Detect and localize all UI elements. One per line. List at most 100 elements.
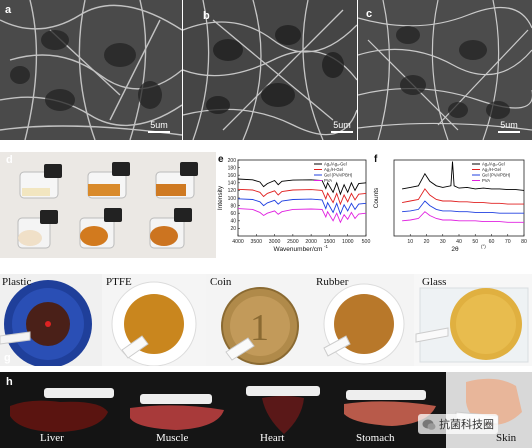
- x-tick-label: 40: [456, 239, 462, 245]
- series-line-3: [402, 211, 524, 223]
- substrate-photo-coin: 1 Coin: [206, 274, 310, 366]
- ptfe-image: [102, 274, 206, 366]
- y-tick-label: 160: [228, 173, 237, 179]
- x-axis-label: 2θ: [451, 246, 459, 253]
- y-tick-label: 120: [228, 188, 237, 194]
- sem-panel-a: a 5um: [0, 0, 182, 140]
- substrate-label-rubber: Rubber: [316, 276, 349, 288]
- skin-image: [446, 372, 532, 448]
- legend-label-2: Gel (PVA/PBH): [324, 173, 353, 178]
- tissue-label-stomach: Stomach: [356, 432, 395, 444]
- x-tick-label: 1500: [324, 239, 336, 245]
- rubber-image: [310, 274, 414, 366]
- x-axis-label-sup: (°): [481, 244, 486, 249]
- x-tick-label: 20: [424, 239, 430, 245]
- watermark: 抗菌科技圈: [418, 414, 498, 434]
- x-tick-label: 3000: [269, 239, 281, 245]
- y-tick-label: 20: [230, 226, 236, 232]
- legend-label-3: PVA: [482, 178, 490, 183]
- vial-photo-panel-d: d: [0, 152, 216, 258]
- substrate-photo-ptfe: PTFE: [102, 274, 206, 366]
- x-tick-label: 80: [521, 239, 527, 245]
- y-tick-label: 180: [228, 165, 237, 171]
- x-tick-label: 30: [440, 239, 446, 245]
- x-axis-label-sup: -1: [324, 244, 328, 249]
- watermark-text: 抗菌科技圈: [439, 418, 494, 431]
- x-tick-label: 10: [407, 239, 413, 245]
- scale-bar-a: 5um: [148, 120, 170, 133]
- series-line-2: [237, 198, 367, 216]
- panel-letter-a: a: [5, 4, 12, 16]
- x-tick-label: 50: [472, 239, 478, 245]
- y-tick-label: 40: [230, 219, 236, 225]
- y-tick-label: 60: [230, 211, 236, 217]
- x-tick-label: 4000: [232, 239, 244, 245]
- stomach-image: [336, 372, 446, 448]
- tissue-label-skin: Skin: [496, 432, 517, 444]
- scale-bar-b: 5um: [331, 120, 353, 133]
- y-tick-label: 80: [230, 203, 236, 209]
- series-line-0: [237, 178, 367, 196]
- vial-top-1: [19, 164, 62, 199]
- panel-letter-c: c: [366, 8, 373, 20]
- y-tick-label: 140: [228, 181, 237, 187]
- ftir-chart-e: e 4000 3500 3000 2500 2000 1500 1000 500 20 40 60 80…: [216, 152, 374, 260]
- tissue-photo-stomach: Stomach: [336, 372, 446, 448]
- scale-label-a: 5um: [150, 120, 168, 130]
- substrate-photo-glass: Glass: [414, 274, 532, 366]
- panel-letter-b: b: [203, 10, 210, 22]
- vial-photo-image: [0, 152, 216, 258]
- substrate-label-plastic: Plastic: [2, 276, 32, 288]
- series-line-0: [402, 161, 525, 191]
- substrate-label-ptfe: PTFE: [106, 276, 132, 288]
- x-tick-label: 2500: [287, 239, 299, 245]
- sem-panel-b: b 5um: [183, 0, 357, 140]
- series-line-1: [237, 188, 367, 206]
- x-tick-label: 500: [362, 239, 371, 245]
- tissue-photo-skin: Skin: [446, 372, 532, 448]
- legend-label-3: PVA: [324, 178, 332, 183]
- legend-label-0: Ag₂/Ag₃-Gel: [324, 162, 347, 167]
- series-line-2: [402, 200, 524, 214]
- coin-image: 1: [206, 274, 310, 366]
- series-line-3: [237, 208, 367, 224]
- tissue-label-heart: Heart: [260, 432, 285, 444]
- y-tick-label: 200: [228, 158, 237, 164]
- legend-label-1: Ag₂/H-Gel: [482, 167, 501, 172]
- plastic-cap-image: [0, 274, 102, 366]
- panel-letter-e: e: [218, 154, 224, 165]
- substrate-photo-plastic: Plastic g: [0, 274, 102, 366]
- svg-text:1: 1: [250, 307, 269, 349]
- panel-letter-f: f: [374, 154, 378, 165]
- sem-panel-c: c 5um: [358, 0, 532, 140]
- tissue-photo-heart: Heart: [232, 372, 336, 448]
- scale-label-b: 5um: [333, 120, 351, 130]
- muscle-image: [120, 372, 232, 448]
- heart-image: [232, 372, 336, 448]
- tissue-photo-liver: h Liver: [0, 372, 120, 448]
- y-axis-label: Counts: [373, 187, 380, 208]
- x-tick-label: 3500: [251, 239, 263, 245]
- panel-letter-d: d: [6, 154, 13, 166]
- tissue-photo-muscle: Muscle: [120, 372, 232, 448]
- legend-label-0: Ag₂/Ag₃-Gel: [482, 162, 505, 167]
- plot-frame: [393, 159, 525, 237]
- legend-label-2: Gel (PVA/PBH): [482, 173, 511, 178]
- legend-label-1: Ag₂/H-Gel: [324, 167, 343, 172]
- plot-frame: [237, 159, 367, 237]
- wechat-icon: [422, 418, 436, 430]
- y-tick-label: 100: [228, 196, 237, 202]
- y-axis-label: Intensity: [217, 185, 224, 210]
- x-tick-label: 60: [489, 239, 495, 245]
- sem-image-b: [183, 0, 357, 140]
- panel-letter-h: h: [6, 376, 13, 388]
- series-line-1: [402, 188, 524, 205]
- sem-image-a: [0, 0, 182, 140]
- tissue-label-liver: Liver: [40, 432, 64, 444]
- x-tick-label: 1000: [342, 239, 354, 245]
- tissue-label-muscle: Muscle: [156, 432, 189, 444]
- scale-label-c: 5um: [500, 120, 518, 130]
- xrd-chart-f: f 10 20 30 40 50 60 70 80 2θ (°) Counts Ag₂/Ag₃-Gel A…: [372, 152, 532, 260]
- sem-image-c: [358, 0, 532, 140]
